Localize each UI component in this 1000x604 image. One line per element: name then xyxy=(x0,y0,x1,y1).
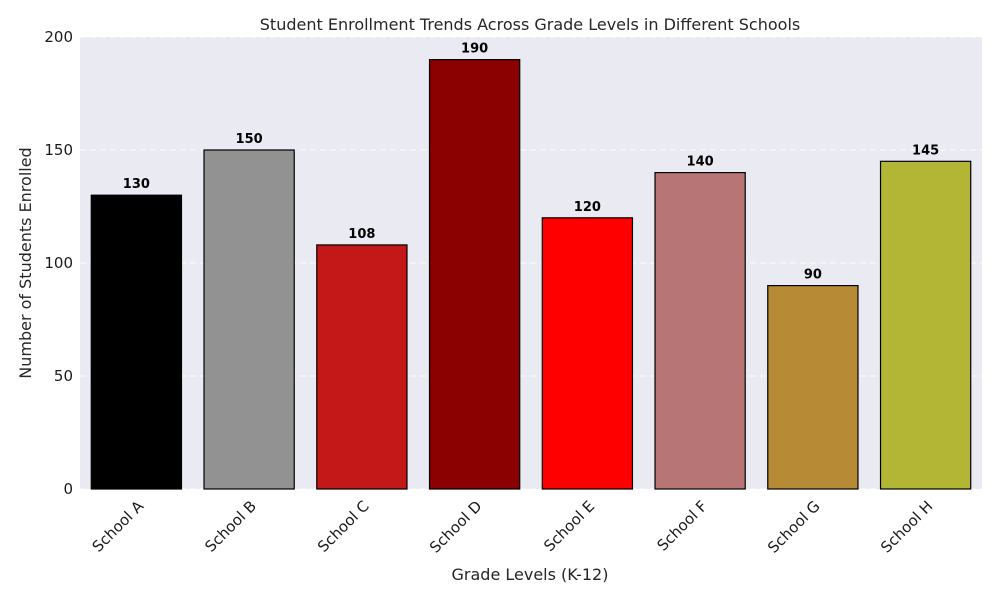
bar-school-c[interactable] xyxy=(316,244,408,490)
data-label: 130 xyxy=(123,177,150,192)
x-tick-label: School B xyxy=(201,497,260,556)
data-label: 150 xyxy=(236,132,263,147)
y-axis-title: Number of Students Enrolled xyxy=(16,147,35,378)
plot-area: 0 50 100 150 200 130 School A 150 School B 108 Sch… xyxy=(44,28,982,557)
x-tick-label: School A xyxy=(89,497,148,556)
x-axis-title: Grade Levels (K-12) xyxy=(452,565,609,584)
x-tick-label: School H xyxy=(877,497,936,556)
bar-school-b[interactable] xyxy=(203,149,295,490)
bar-school-f[interactable] xyxy=(654,172,746,490)
data-label: 108 xyxy=(348,227,375,242)
y-tick-label: 0 xyxy=(63,480,73,498)
y-tick-label: 200 xyxy=(44,28,73,46)
data-label: 90 xyxy=(804,268,822,283)
data-label: 120 xyxy=(574,200,601,215)
y-tick-label: 150 xyxy=(44,141,73,159)
bar-school-d[interactable] xyxy=(428,58,521,490)
x-tick-label: School E xyxy=(540,497,598,555)
bar-school-a[interactable] xyxy=(90,194,183,490)
y-tick-label: 100 xyxy=(44,254,73,272)
data-label: 140 xyxy=(687,155,714,170)
bar-school-g[interactable] xyxy=(767,285,859,490)
chart-title: Student Enrollment Trends Across Grade L… xyxy=(260,15,800,34)
x-tick-label: School C xyxy=(314,497,373,556)
bar-school-h[interactable] xyxy=(879,160,972,490)
y-tick-label: 50 xyxy=(54,367,73,385)
x-tick-label: School G xyxy=(764,497,824,557)
data-label: 190 xyxy=(461,42,488,57)
x-tick-label: School F xyxy=(654,497,711,554)
bar-school-e[interactable] xyxy=(541,217,634,490)
data-label: 145 xyxy=(912,143,939,158)
x-tick-label: School D xyxy=(426,497,485,556)
